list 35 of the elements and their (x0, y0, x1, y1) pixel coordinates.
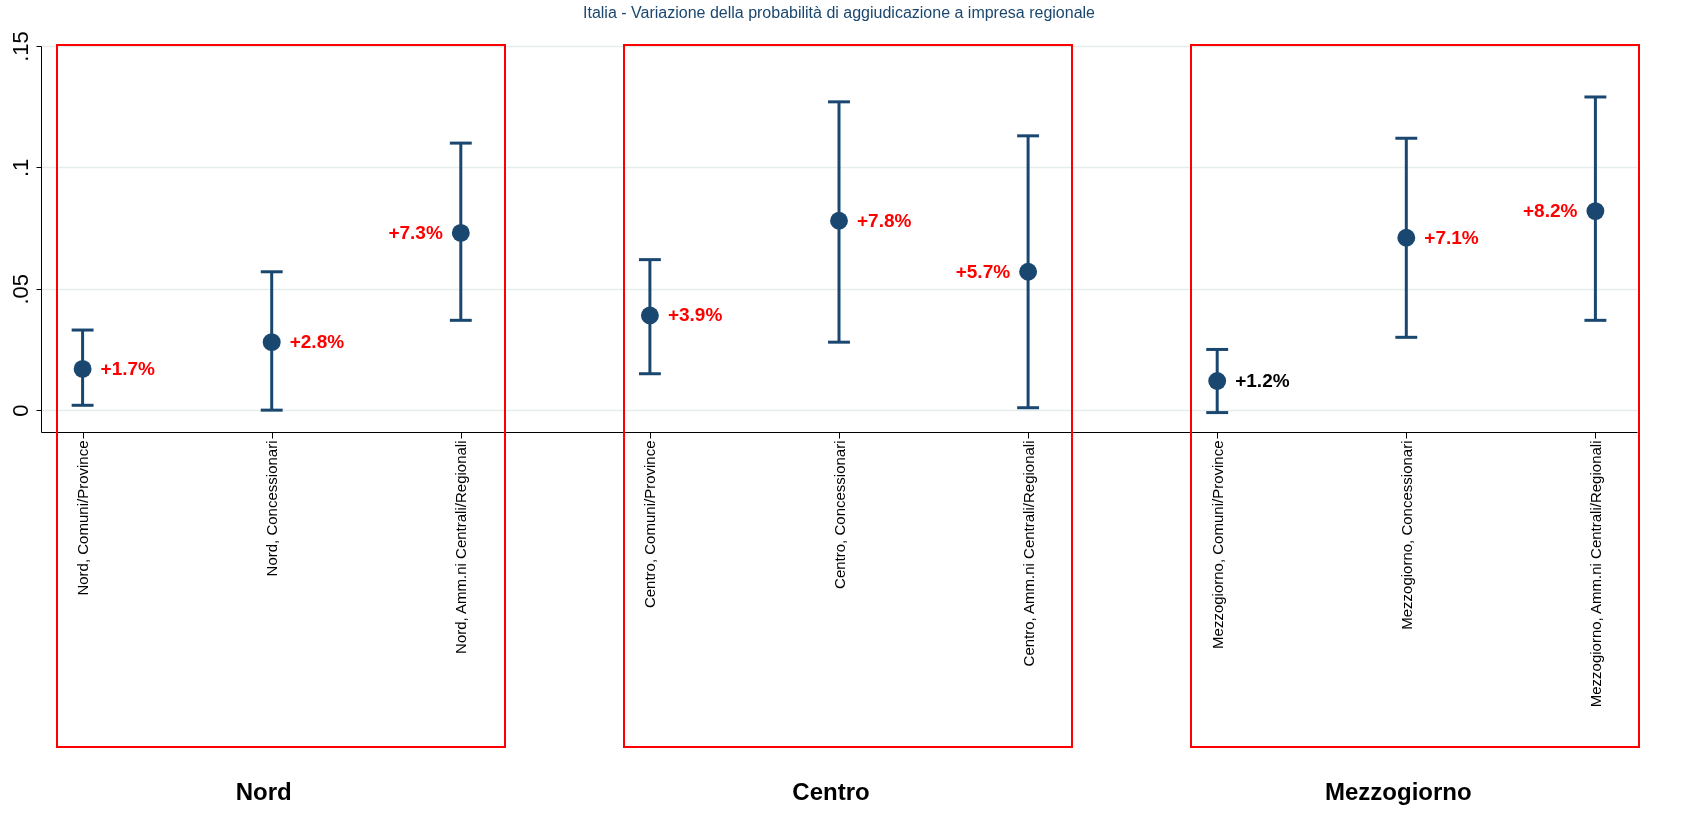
chart-title: Italia - Variazione della probabilità di aggiudicazione a impresa regionale (582, 3, 1096, 21)
data-label: +8.2% (1522, 200, 1578, 222)
x-tick-label: Nord, Comuni/Province (74, 440, 92, 596)
data-label: +7.3% (388, 221, 443, 243)
point (262, 333, 281, 352)
data-label: +1.7% (100, 357, 156, 379)
x-tick-label: Mezzogiorno, Amm.ni Centrali/Regionali (1586, 440, 1604, 708)
point (640, 306, 659, 325)
x-tick-label: Nord, Concessionari (263, 440, 281, 577)
point (451, 224, 470, 242)
data-label: +5.7% (955, 260, 1011, 282)
y-tick-label: .15 (7, 31, 33, 62)
point (1397, 228, 1416, 247)
x-tick-label: Mezzogiorno, Comuni/Province (1208, 440, 1226, 649)
data-label: +3.9% (667, 304, 723, 326)
x-tick-label: Mezzogiorno, Concessionari (1397, 440, 1415, 630)
y-tick-label: 0 (7, 404, 33, 417)
y-tick-label: .1 (7, 158, 33, 178)
data-label: +7.1% (1424, 226, 1479, 248)
point (1208, 372, 1227, 390)
data-label: +1.2% (1235, 370, 1290, 392)
data-label: +7.8% (857, 209, 912, 231)
data-label: +2.8% (289, 331, 345, 353)
x-tick-label: Centro, Concessionari (830, 440, 848, 589)
text: Mezzogiorno (1324, 778, 1472, 806)
text: Nord (235, 778, 292, 806)
x-tick-label: Centro, Comuni/Province (641, 440, 659, 609)
point (73, 359, 92, 378)
y-tick-label: .05 (7, 273, 33, 305)
point (830, 211, 848, 230)
text: Centro (792, 778, 870, 806)
x-tick-label: Nord, Amm.ni Centrali/Regionali (452, 440, 470, 654)
point (1019, 262, 1038, 281)
point (1586, 202, 1605, 221)
x-tick-label: Centro, Amm.ni Centrali/Regionali (1019, 440, 1037, 667)
